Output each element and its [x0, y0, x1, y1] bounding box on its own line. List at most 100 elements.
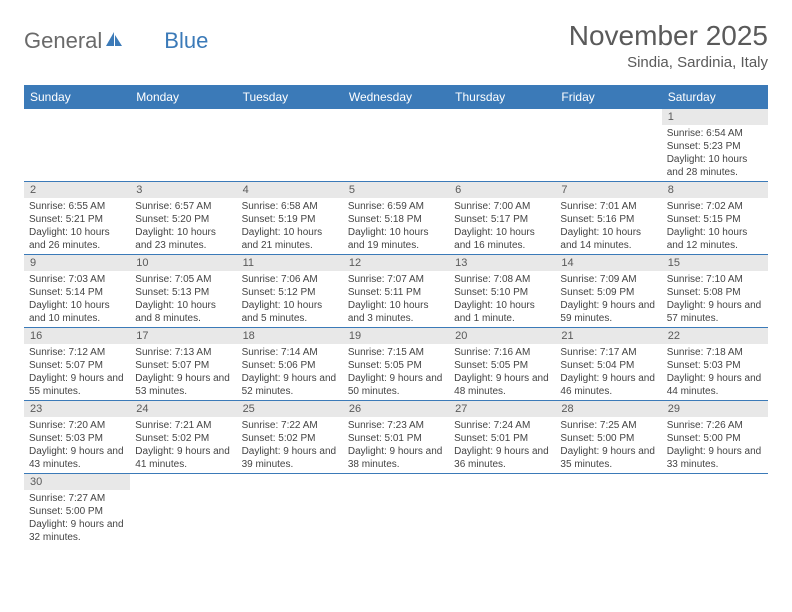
day-number: 6 [449, 182, 555, 198]
sunrise-text: Sunrise: 7:00 AM [454, 200, 550, 213]
daylight-text: Daylight: 9 hours and 41 minutes. [135, 445, 231, 471]
day-content: Sunrise: 7:05 AMSunset: 5:13 PMDaylight:… [130, 271, 236, 327]
sunset-text: Sunset: 5:01 PM [348, 432, 444, 445]
daylight-text: Daylight: 9 hours and 57 minutes. [667, 299, 763, 325]
day-cell: 22Sunrise: 7:18 AMSunset: 5:03 PMDayligh… [662, 328, 768, 400]
day-content: Sunrise: 7:02 AMSunset: 5:15 PMDaylight:… [662, 198, 768, 254]
sunrise-text: Sunrise: 6:59 AM [348, 200, 444, 213]
day-content: Sunrise: 6:55 AMSunset: 5:21 PMDaylight:… [24, 198, 130, 254]
sunrise-text: Sunrise: 7:26 AM [667, 419, 763, 432]
sunset-text: Sunset: 5:00 PM [667, 432, 763, 445]
day-header-friday: Friday [555, 85, 661, 109]
sunrise-text: Sunrise: 7:15 AM [348, 346, 444, 359]
day-header-monday: Monday [130, 85, 236, 109]
day-content: Sunrise: 7:09 AMSunset: 5:09 PMDaylight:… [555, 271, 661, 327]
day-content: Sunrise: 7:01 AMSunset: 5:16 PMDaylight:… [555, 198, 661, 254]
location: Sindia, Sardinia, Italy [569, 54, 768, 71]
daylight-text: Daylight: 10 hours and 16 minutes. [454, 226, 550, 252]
sunset-text: Sunset: 5:00 PM [560, 432, 656, 445]
day-cell: 14Sunrise: 7:09 AMSunset: 5:09 PMDayligh… [555, 255, 661, 327]
day-cell: 8Sunrise: 7:02 AMSunset: 5:15 PMDaylight… [662, 182, 768, 254]
daylight-text: Daylight: 10 hours and 3 minutes. [348, 299, 444, 325]
day-header-tuesday: Tuesday [237, 85, 343, 109]
sunrise-text: Sunrise: 6:54 AM [667, 127, 763, 140]
daylight-text: Daylight: 9 hours and 48 minutes. [454, 372, 550, 398]
day-content: Sunrise: 7:15 AMSunset: 5:05 PMDaylight:… [343, 344, 449, 400]
sunset-text: Sunset: 5:12 PM [242, 286, 338, 299]
sunset-text: Sunset: 5:23 PM [667, 140, 763, 153]
day-cell: 27Sunrise: 7:24 AMSunset: 5:01 PMDayligh… [449, 401, 555, 473]
day-cell: 4Sunrise: 6:58 AMSunset: 5:19 PMDaylight… [237, 182, 343, 254]
day-number: 24 [130, 401, 236, 417]
day-content: Sunrise: 7:06 AMSunset: 5:12 PMDaylight:… [237, 271, 343, 327]
day-number: 29 [662, 401, 768, 417]
day-number: 13 [449, 255, 555, 271]
day-number: 15 [662, 255, 768, 271]
sunset-text: Sunset: 5:02 PM [135, 432, 231, 445]
day-content: Sunrise: 7:07 AMSunset: 5:11 PMDaylight:… [343, 271, 449, 327]
sunrise-text: Sunrise: 7:06 AM [242, 273, 338, 286]
day-cell: 23Sunrise: 7:20 AMSunset: 5:03 PMDayligh… [24, 401, 130, 473]
sunset-text: Sunset: 5:21 PM [29, 213, 125, 226]
day-cell: 26Sunrise: 7:23 AMSunset: 5:01 PMDayligh… [343, 401, 449, 473]
day-header-thursday: Thursday [449, 85, 555, 109]
week-row: 1Sunrise: 6:54 AMSunset: 5:23 PMDaylight… [24, 109, 768, 182]
day-number: 4 [237, 182, 343, 198]
sunset-text: Sunset: 5:05 PM [454, 359, 550, 372]
sunrise-text: Sunrise: 7:02 AM [667, 200, 763, 213]
sunset-text: Sunset: 5:03 PM [667, 359, 763, 372]
sunrise-text: Sunrise: 7:16 AM [454, 346, 550, 359]
sunrise-text: Sunrise: 7:21 AM [135, 419, 231, 432]
sunrise-text: Sunrise: 7:05 AM [135, 273, 231, 286]
daylight-text: Daylight: 10 hours and 21 minutes. [242, 226, 338, 252]
day-content: Sunrise: 7:20 AMSunset: 5:03 PMDaylight:… [24, 417, 130, 473]
daylight-text: Daylight: 10 hours and 10 minutes. [29, 299, 125, 325]
sunset-text: Sunset: 5:18 PM [348, 213, 444, 226]
day-cell: 24 Sunrise: 7:21 AMSunset: 5:02 PMDayligh… [130, 401, 236, 473]
weeks-container: 1Sunrise: 6:54 AMSunset: 5:23 PMDaylight… [24, 109, 768, 546]
day-cell: 28Sunrise: 7:25 AMSunset: 5:00 PMDayligh… [555, 401, 661, 473]
daylight-text: Daylight: 10 hours and 26 minutes. [29, 226, 125, 252]
sunrise-text: Sunrise: 7:22 AM [242, 419, 338, 432]
day-cell: 29Sunrise: 7:26 AMSunset: 5:00 PMDayligh… [662, 401, 768, 473]
daylight-text: Daylight: 9 hours and 59 minutes. [560, 299, 656, 325]
month-title: November 2025 [569, 20, 768, 52]
day-content: Sunrise: 7:26 AMSunset: 5:00 PMDaylight:… [662, 417, 768, 473]
day-number: 10 [130, 255, 236, 271]
week-row: 2Sunrise: 6:55 AMSunset: 5:21 PMDaylight… [24, 182, 768, 255]
day-cell: 19Sunrise: 7:15 AMSunset: 5:05 PMDayligh… [343, 328, 449, 400]
day-cell: 3Sunrise: 6:57 AMSunset: 5:20 PMDaylight… [130, 182, 236, 254]
week-row: 30Sunrise: 7:27 AMSunset: 5:00 PMDayligh… [24, 474, 768, 546]
day-content: Sunrise: 6:58 AMSunset: 5:19 PMDaylight:… [237, 198, 343, 254]
daylight-text: Daylight: 10 hours and 23 minutes. [135, 226, 231, 252]
sunrise-text: Sunrise: 6:55 AM [29, 200, 125, 213]
day-number: 23 [24, 401, 130, 417]
sunset-text: Sunset: 5:00 PM [29, 505, 125, 518]
day-number: 14 [555, 255, 661, 271]
sunrise-text: Sunrise: 7:18 AM [667, 346, 763, 359]
sunrise-text: Sunrise: 7:27 AM [29, 492, 125, 505]
sunrise-text: Sunrise: 7:24 AM [454, 419, 550, 432]
day-number: 2 [24, 182, 130, 198]
day-content: Sunrise: 6:59 AMSunset: 5:18 PMDaylight:… [343, 198, 449, 254]
day-cell: 12Sunrise: 7:07 AMSunset: 5:11 PMDayligh… [343, 255, 449, 327]
logo-text-general: General [24, 28, 102, 54]
day-cell: 13Sunrise: 7:08 AMSunset: 5:10 PMDayligh… [449, 255, 555, 327]
day-content: Sunrise: 7:25 AMSunset: 5:00 PMDaylight:… [555, 417, 661, 473]
day-cell: 7Sunrise: 7:01 AMSunset: 5:16 PMDaylight… [555, 182, 661, 254]
week-row: 9Sunrise: 7:03 AMSunset: 5:14 PMDaylight… [24, 255, 768, 328]
daylight-text: Daylight: 10 hours and 28 minutes. [667, 153, 763, 179]
header: General Blue November 2025 Sindia, Sardi… [24, 20, 768, 71]
sunrise-text: Sunrise: 7:17 AM [560, 346, 656, 359]
day-cell [449, 474, 555, 546]
day-cell [343, 109, 449, 181]
daylight-text: Daylight: 10 hours and 19 minutes. [348, 226, 444, 252]
daylight-text: Daylight: 10 hours and 8 minutes. [135, 299, 231, 325]
week-row: 23Sunrise: 7:20 AMSunset: 5:03 PMDayligh… [24, 401, 768, 474]
day-cell: 16Sunrise: 7:12 AMSunset: 5:07 PMDayligh… [24, 328, 130, 400]
sunset-text: Sunset: 5:10 PM [454, 286, 550, 299]
sunset-text: Sunset: 5:11 PM [348, 286, 444, 299]
day-cell [237, 109, 343, 181]
sunset-text: Sunset: 5:09 PM [560, 286, 656, 299]
sunset-text: Sunset: 5:05 PM [348, 359, 444, 372]
